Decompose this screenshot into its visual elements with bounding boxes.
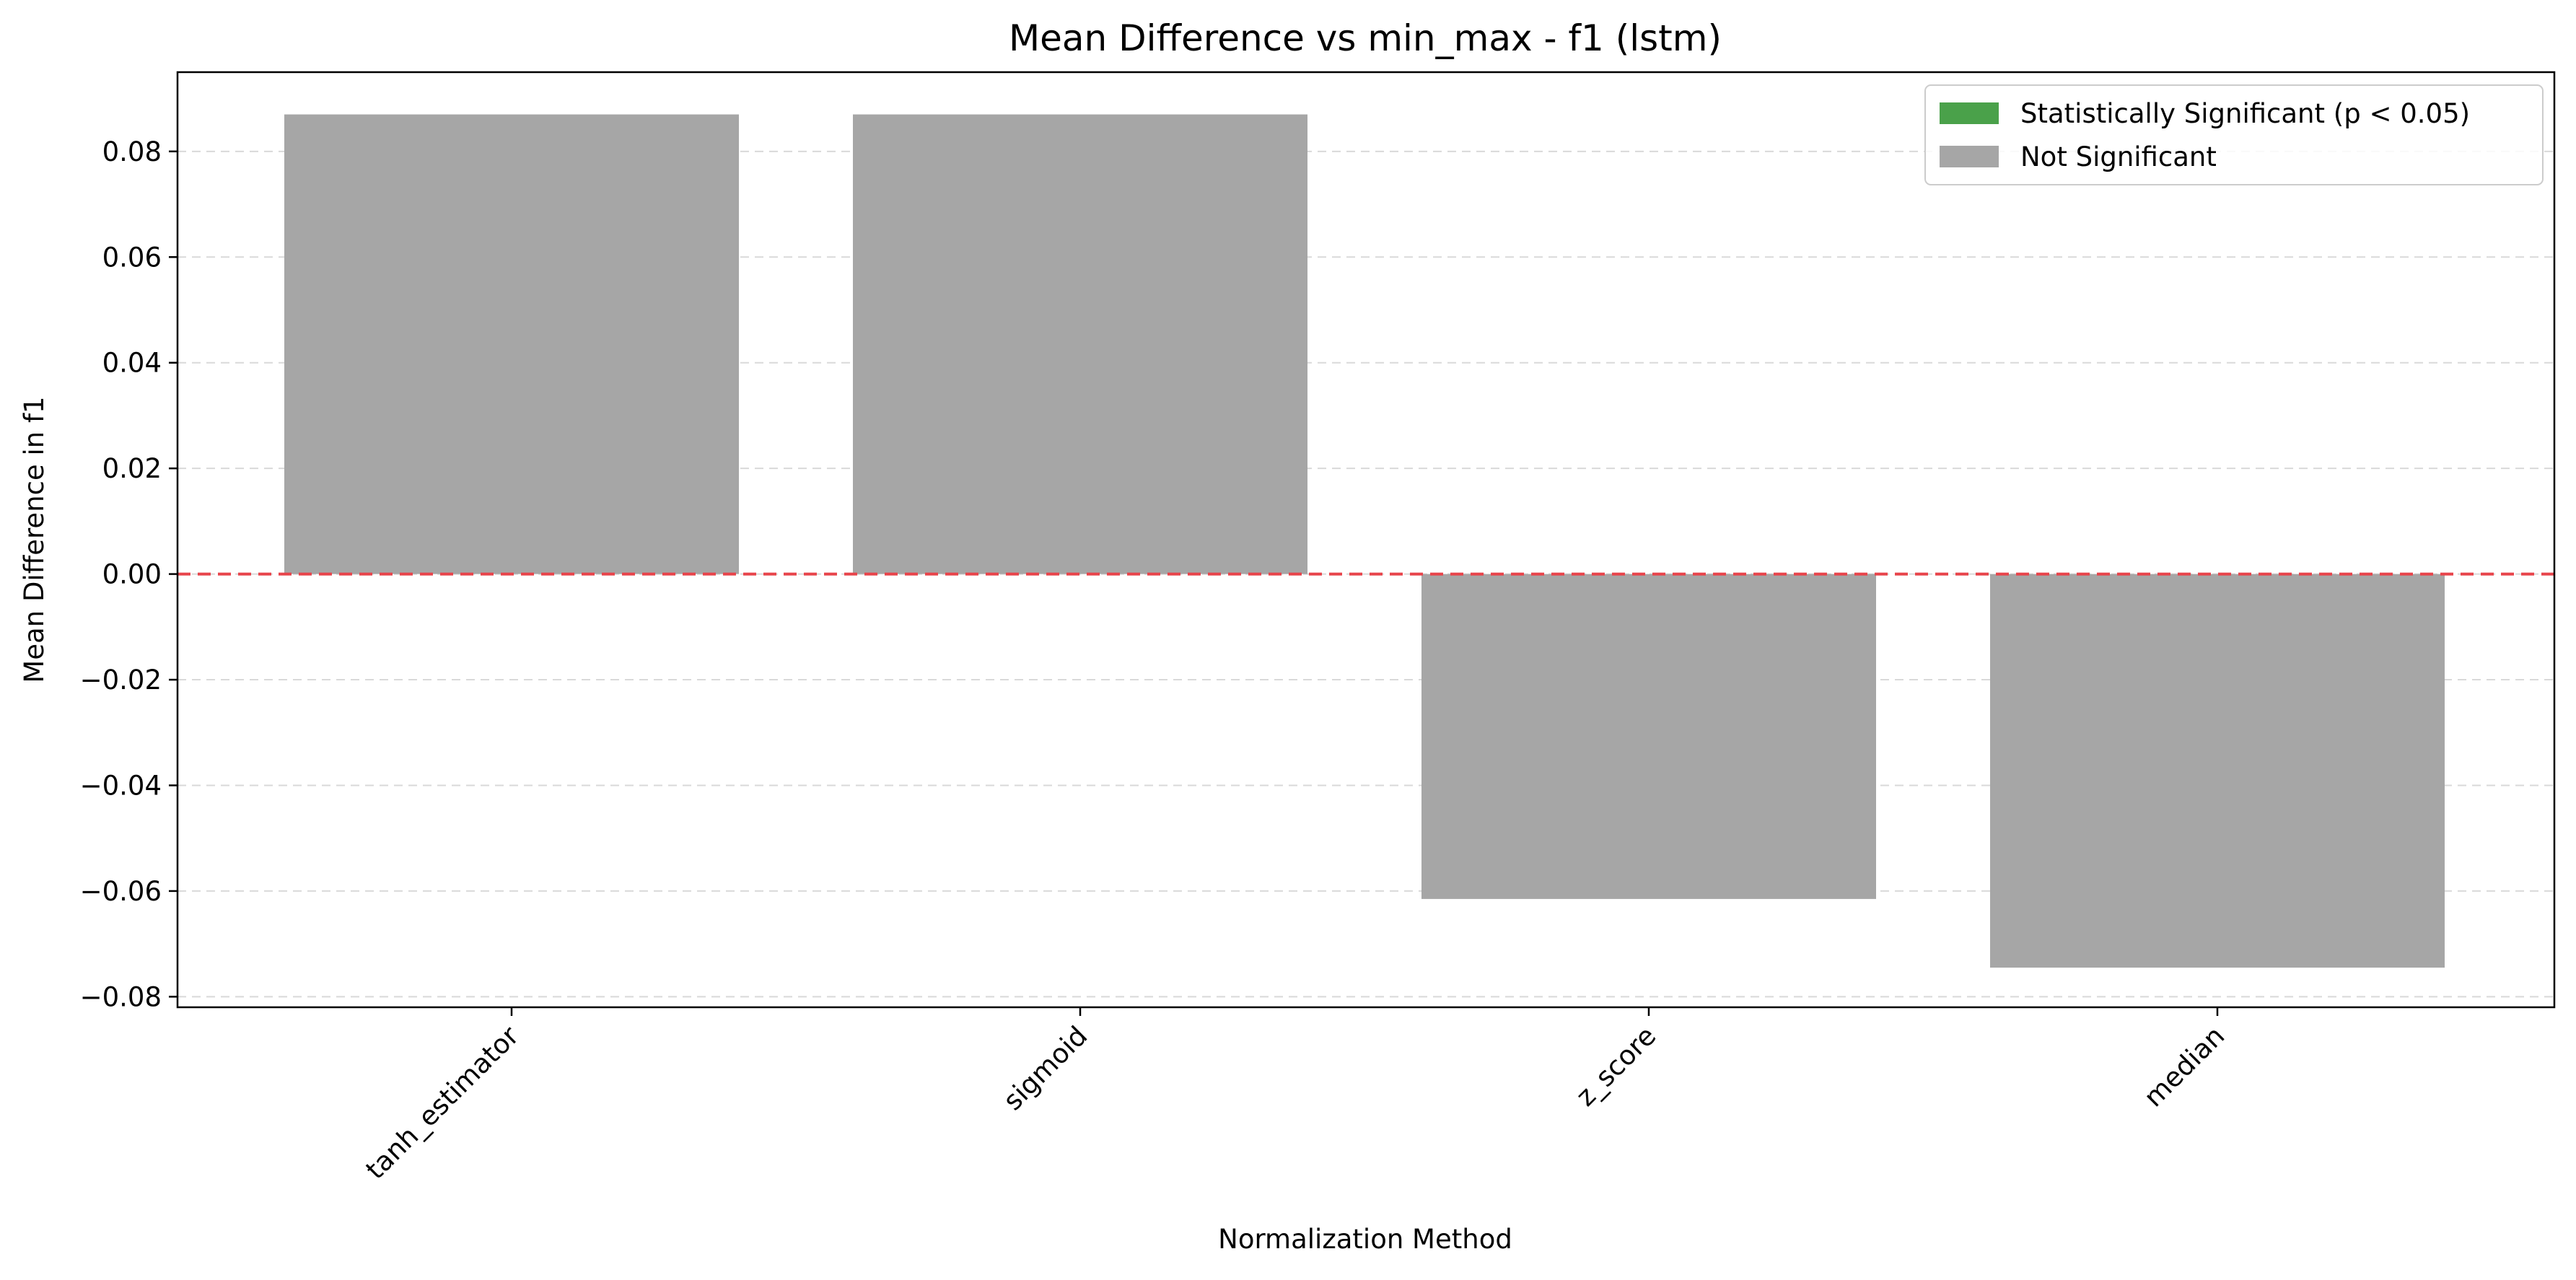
y-tick-label: 0.04 [102, 348, 162, 379]
x-tick-label: sigmoid [997, 1020, 1093, 1116]
bar-tanh-estimator [284, 114, 739, 574]
legend-label-not-significant: Not Significant [2020, 141, 2217, 172]
legend-swatch-significant [1940, 102, 1999, 124]
y-tick-label: −0.02 [80, 665, 162, 696]
bar-sigmoid [853, 114, 1307, 574]
y-tick-label: −0.04 [80, 770, 162, 801]
bars [284, 114, 2445, 968]
x-tick-label: tanh_estimator [360, 1020, 525, 1185]
y-tick-label: 0.00 [102, 559, 162, 590]
bar-median [1990, 574, 2445, 968]
x-axis-label: Normalization Method [1218, 1224, 1512, 1255]
y-tick-label: −0.06 [80, 876, 162, 907]
legend: Statistically Significant (p < 0.05) Not… [1924, 84, 2544, 185]
x-tick-label: z_score [1570, 1020, 1662, 1113]
x-axis-ticks: tanh_estimator sigmoid z_score median [360, 1007, 2230, 1185]
bar-z-score [1421, 574, 1876, 899]
x-tick-label: median [2138, 1020, 2230, 1113]
chart-title: Mean Difference vs min_max - f1 (lstm) [1009, 17, 1722, 59]
legend-swatch-not-significant [1940, 146, 1999, 167]
y-tick-label: −0.08 [80, 981, 162, 1012]
y-tick-label: 0.02 [102, 453, 162, 484]
y-axis-ticks: −0.08 −0.06 −0.04 −0.02 0.00 0.02 0.04 0.06 0.08 [80, 136, 178, 1012]
plot-frame [176, 71, 2556, 1009]
y-tick-label: 0.06 [102, 242, 162, 273]
legend-box [1924, 84, 2544, 185]
y-axis-label: Mean Difference in f1 [19, 396, 50, 683]
y-tick-label: 0.08 [102, 136, 162, 167]
legend-label-significant: Statistically Significant (p < 0.05) [2020, 98, 2470, 129]
